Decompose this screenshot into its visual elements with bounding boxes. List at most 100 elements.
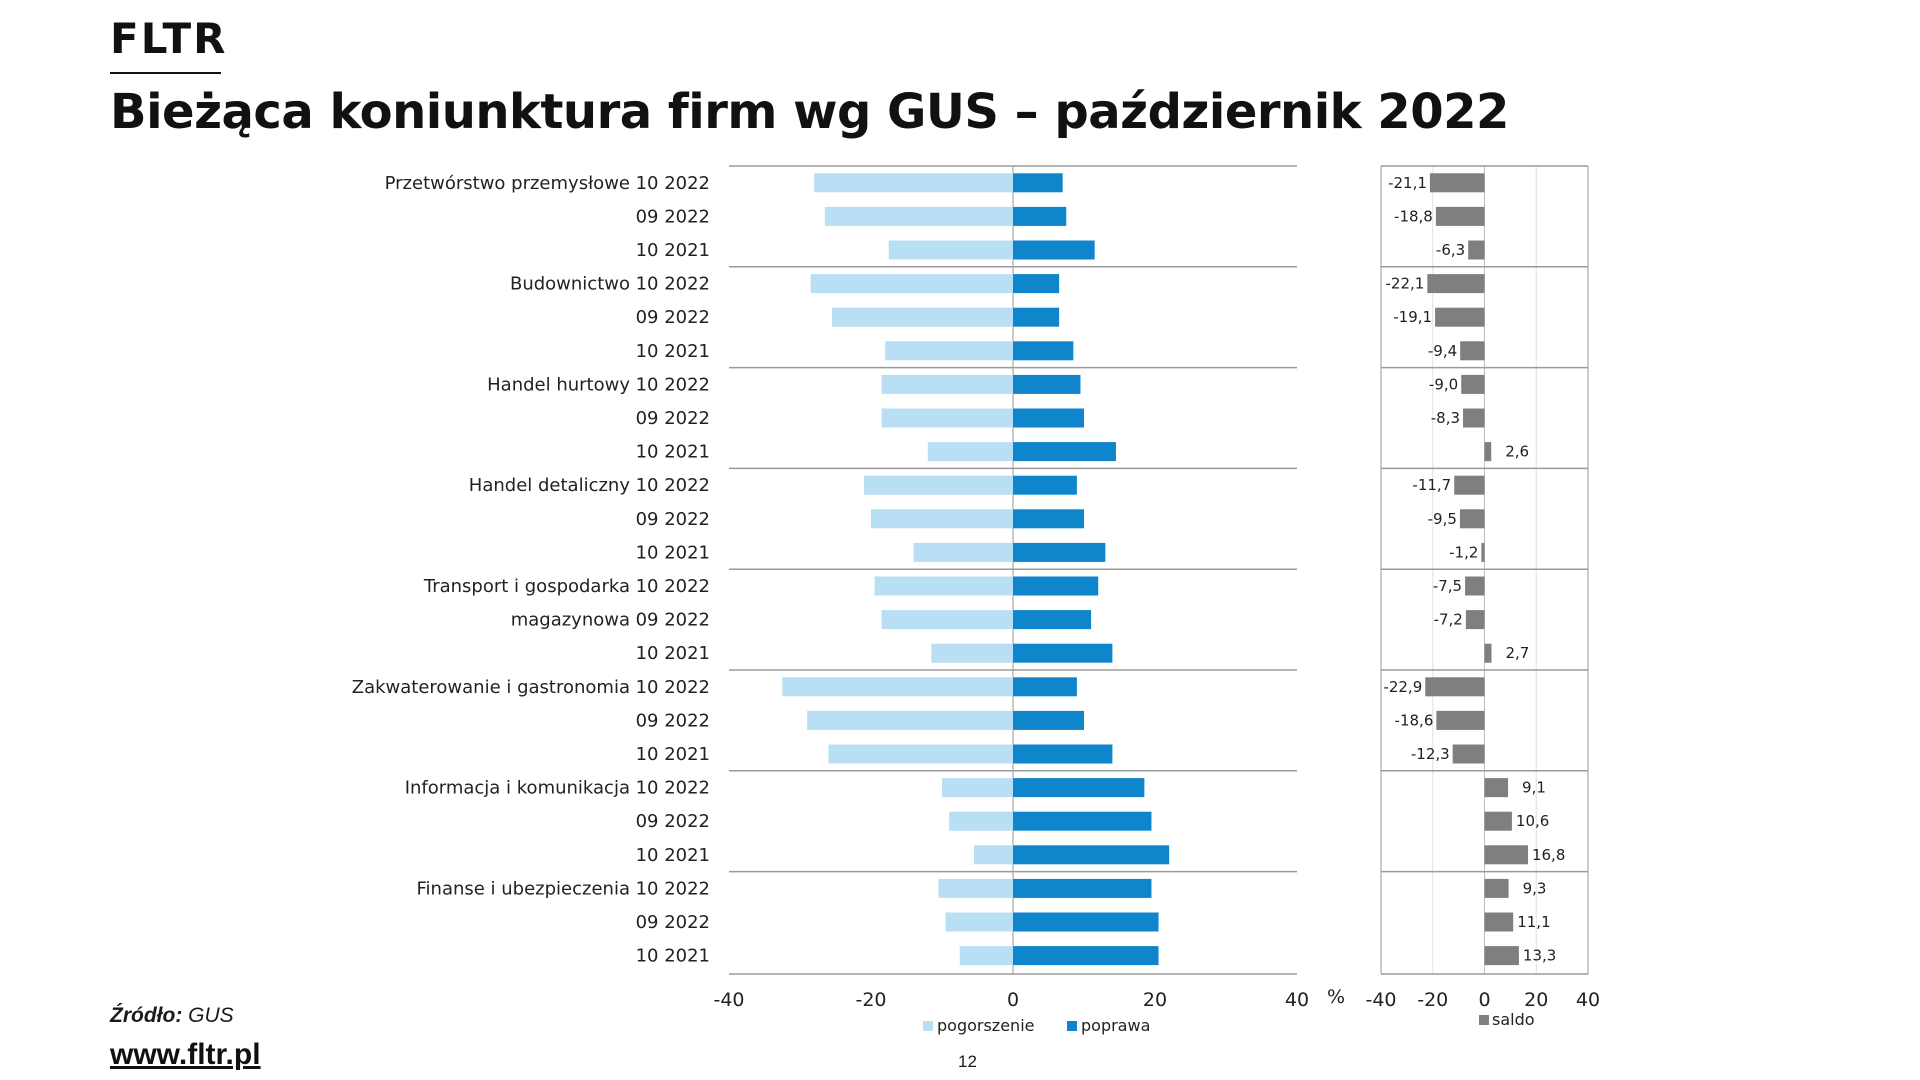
- legend-swatch-poprawa: [1067, 1021, 1077, 1031]
- bar-saldo: [1484, 811, 1512, 831]
- period-label: 10 2021: [636, 542, 710, 563]
- period-label: 10 2022: [636, 475, 710, 496]
- bar-pogorszenie: [828, 744, 1013, 764]
- bar-poprawa: [1013, 710, 1084, 730]
- bar-pogorszenie: [942, 778, 1013, 798]
- bar-saldo: [1481, 542, 1485, 562]
- x-tick-label: -20: [855, 989, 886, 1011]
- bar-saldo: [1484, 643, 1492, 663]
- group-label: Transport i gospodarka: [423, 576, 630, 597]
- bar-poprawa: [1013, 744, 1113, 764]
- saldo-label: -7,5: [1433, 577, 1462, 595]
- period-label: 10 2021: [636, 643, 710, 664]
- period-label: 10 2022: [636, 173, 710, 194]
- period-label: 10 2021: [636, 946, 710, 967]
- bar-pogorszenie: [931, 643, 1013, 663]
- bar-poprawa: [1013, 878, 1152, 898]
- x-tick-label: -40: [713, 989, 744, 1011]
- group-label: magazynowa: [511, 610, 630, 631]
- saldo-x-tick-label: 20: [1524, 989, 1548, 1011]
- bar-pogorszenie: [927, 442, 1013, 462]
- legend-label-saldo: saldo: [1492, 1010, 1535, 1029]
- bar-saldo: [1484, 845, 1528, 865]
- bar-pogorszenie: [831, 307, 1013, 327]
- bar-saldo: [1484, 878, 1509, 898]
- bar-saldo: [1484, 912, 1514, 932]
- bar-pogorszenie: [810, 274, 1013, 294]
- bar-poprawa: [1013, 912, 1159, 932]
- bar-saldo: [1454, 475, 1485, 495]
- saldo-label: 10,6: [1516, 812, 1549, 830]
- bar-saldo: [1460, 341, 1485, 361]
- bar-pogorszenie: [863, 475, 1013, 495]
- bar-saldo: [1465, 610, 1485, 630]
- bar-pogorszenie: [938, 878, 1013, 898]
- bar-saldo: [1463, 408, 1485, 428]
- bar-poprawa: [1013, 576, 1099, 596]
- page-title: Bieżąca koniunktura firm wg GUS – paździ…: [110, 84, 1509, 140]
- source-value: GUS: [188, 1004, 234, 1027]
- period-label: 09 2022: [636, 610, 710, 631]
- period-label: 10 2022: [636, 274, 710, 295]
- saldo-label: 13,3: [1523, 947, 1556, 965]
- period-label: 09 2022: [636, 912, 710, 933]
- bar-saldo: [1459, 509, 1485, 529]
- period-label: 10 2021: [636, 341, 710, 362]
- bar-pogorszenie: [881, 610, 1013, 630]
- period-label: 10 2021: [636, 845, 710, 866]
- period-label: 10 2022: [636, 677, 710, 698]
- saldo-label: -9,5: [1428, 510, 1457, 528]
- bar-saldo: [1461, 374, 1485, 394]
- bar-poprawa: [1013, 206, 1067, 226]
- period-label: 09 2022: [636, 509, 710, 530]
- period-label: 10 2022: [636, 878, 710, 899]
- group-label: Handel detaliczny: [469, 475, 631, 496]
- bar-saldo: [1468, 240, 1485, 260]
- bar-saldo: [1436, 710, 1485, 730]
- saldo-label: -11,7: [1412, 476, 1451, 494]
- legend-swatch-saldo: [1479, 1015, 1489, 1025]
- legend-swatch-pogorszenie: [923, 1021, 933, 1031]
- bar-poprawa: [1013, 374, 1081, 394]
- bar-poprawa: [1013, 946, 1159, 966]
- bar-saldo: [1484, 946, 1519, 966]
- saldo-x-tick-label: 40: [1576, 989, 1600, 1011]
- bar-pogorszenie: [959, 946, 1013, 966]
- bar-saldo: [1484, 778, 1509, 798]
- saldo-label: -6,3: [1436, 241, 1465, 259]
- bar-poprawa: [1013, 408, 1084, 428]
- bar-poprawa: [1013, 610, 1092, 630]
- website-link[interactable]: www.fltr.pl: [110, 1038, 261, 1071]
- x-tick-label: 40: [1285, 989, 1309, 1011]
- saldo-label: -9,0: [1429, 375, 1458, 393]
- bar-pogorszenie: [888, 240, 1013, 260]
- saldo-label: -7,2: [1434, 611, 1463, 629]
- bar-saldo: [1452, 744, 1485, 764]
- bar-pogorszenie: [949, 811, 1013, 831]
- period-label: 10 2022: [636, 374, 710, 395]
- saldo-label: -12,3: [1411, 745, 1450, 763]
- bar-saldo: [1429, 173, 1485, 193]
- saldo-label: 2,7: [1505, 644, 1529, 662]
- saldo-label: 9,3: [1523, 879, 1547, 897]
- saldo-label: -22,1: [1386, 275, 1425, 293]
- saldo-label: 2,6: [1505, 443, 1529, 461]
- source-note: Źródło: GUS: [110, 1004, 234, 1028]
- bar-pogorszenie: [881, 374, 1013, 394]
- period-label: 09 2022: [636, 408, 710, 429]
- bar-saldo: [1465, 576, 1485, 596]
- period-label: 10 2021: [636, 744, 710, 765]
- period-label: 09 2022: [636, 206, 710, 227]
- bar-pogorszenie: [782, 677, 1013, 697]
- bar-pogorszenie: [881, 408, 1013, 428]
- legend-label-pogorszenie: pogorszenie: [937, 1016, 1034, 1035]
- bar-poprawa: [1013, 509, 1084, 529]
- period-label: 10 2021: [636, 240, 710, 261]
- bar-poprawa: [1013, 307, 1060, 327]
- source-label: Źródło:: [110, 1004, 183, 1027]
- saldo-x-tick-label: -20: [1417, 989, 1448, 1011]
- bar-poprawa: [1013, 643, 1113, 663]
- bar-saldo: [1435, 307, 1485, 327]
- saldo-x-tick-label: -40: [1365, 989, 1396, 1011]
- bar-pogorszenie: [814, 173, 1013, 193]
